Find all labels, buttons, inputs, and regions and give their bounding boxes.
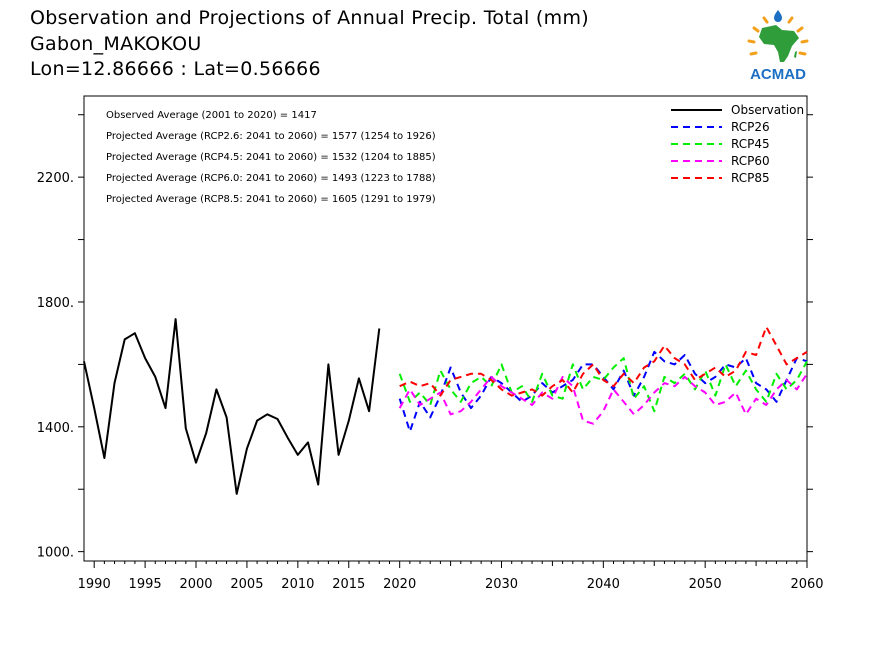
y-tick-label: 2200. [37, 171, 74, 186]
x-tick-label: 2015 [332, 577, 365, 592]
legend-label: RCP85 [731, 171, 770, 185]
x-tick-label: 2040 [587, 577, 620, 592]
x-tick-label: 2010 [281, 577, 314, 592]
annotation-line: Observed Average (2001 to 2020) = 1417 [106, 110, 317, 121]
annotation-line: Projected Average (RCP8.5: 2041 to 2060)… [106, 194, 436, 205]
x-tick-label: 1995 [129, 577, 162, 592]
y-tick-label: 1000. [37, 546, 74, 561]
y-axis: 1000. 1400. 1800. 2200. [37, 114, 813, 561]
annotation-line: Projected Average (RCP6.0: 2041 to 2060)… [106, 173, 436, 184]
annotation-block: Observed Average (2001 to 2020) = 1417 Pr… [106, 110, 436, 205]
y-tick-label: 1400. [37, 421, 74, 436]
legend-label: RCP26 [731, 120, 770, 134]
annotation-line: Projected Average (RCP2.6: 2041 to 2060)… [106, 131, 436, 142]
plot-border [83, 95, 808, 562]
y-tick-label: 1800. [37, 296, 74, 311]
x-tick-label: 2005 [230, 577, 263, 592]
legend-label: Observation [731, 103, 804, 117]
series-rcp60 [398, 373, 808, 425]
coordinates-label: Lon=12.86666 : Lat=0.56666 [30, 58, 321, 80]
series-rcp45 [398, 357, 808, 413]
series-observation [83, 318, 381, 495]
logo-text: ACMAD [750, 66, 806, 83]
series-rcp85 [399, 325, 808, 397]
location-label: Gabon_MAKOKOU [30, 33, 202, 55]
acmad-logo: ACMAD [738, 8, 818, 84]
chart-title: Observation and Projections of Annual Pr… [30, 7, 589, 29]
x-tick-label: 2060 [790, 577, 823, 592]
x-tick-label: 1990 [78, 577, 111, 592]
x-tick-label: 2020 [383, 577, 416, 592]
legend-label: RCP60 [731, 154, 770, 168]
africa-sun-icon: ACMAD [747, 10, 809, 83]
plot-frame [83, 95, 808, 562]
x-tick-label: 2030 [485, 577, 518, 592]
legend: Observation RCP26 RCP45 RCP60 RCP85 [671, 103, 804, 185]
x-tick-label: 2050 [689, 577, 722, 592]
data-series [83, 318, 808, 495]
annotation-line: Projected Average (RCP4.5: 2041 to 2060)… [106, 152, 436, 163]
x-axis: 1990 1995 2000 2005 2010 2015 2020 2030 2040 2050… [78, 561, 824, 592]
legend-label: RCP45 [731, 137, 770, 151]
x-tick-label: 2000 [179, 577, 212, 592]
series-rcp26 [398, 350, 808, 433]
